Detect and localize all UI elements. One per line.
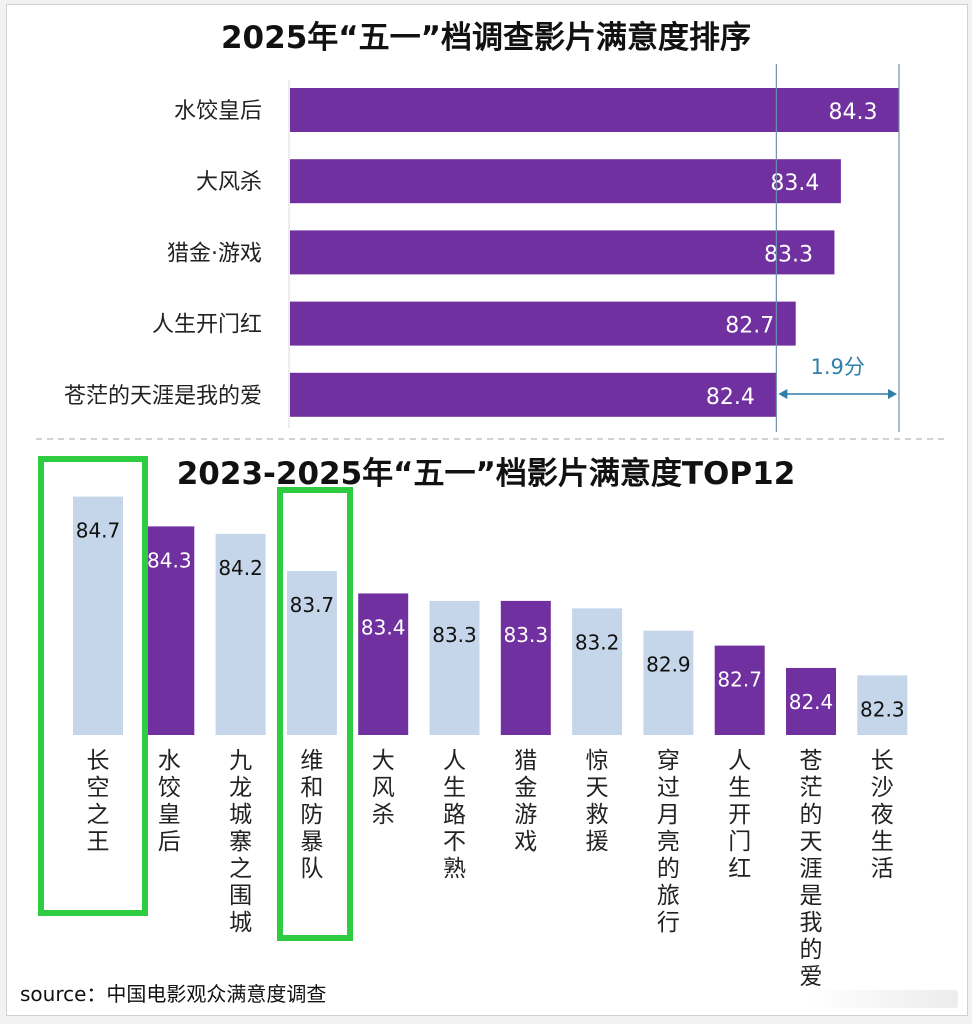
data-label: 83.4 — [361, 615, 406, 639]
bar-vertical — [73, 496, 123, 735]
bar-horizontal — [290, 230, 835, 275]
data-label: 82.3 — [860, 697, 905, 721]
category-label: 苍茫的天涯是我的爱 — [800, 748, 823, 990]
category-label: 长空之王 — [87, 748, 110, 855]
category-label: 大风杀 — [196, 170, 262, 195]
bar-horizontal — [290, 88, 899, 132]
category-label: 猎金游戏 — [514, 748, 537, 855]
bar-vertical — [714, 645, 765, 735]
arrow-head-right — [887, 389, 897, 399]
bar-horizontal — [290, 159, 841, 204]
data-label: 83.2 — [575, 630, 620, 654]
category-label: 人生路不熟 — [443, 748, 466, 882]
data-label: 82.4 — [789, 690, 834, 714]
category-label: 穿过月亮的旅行 — [657, 748, 680, 936]
bar-vertical — [215, 533, 266, 735]
difference-annotation: 1.9分 — [810, 355, 864, 379]
bar-vertical — [643, 630, 694, 735]
bar-horizontal — [290, 372, 777, 417]
bar-vertical — [429, 600, 480, 735]
bar-vertical — [572, 608, 623, 735]
data-label: 82.7 — [717, 668, 762, 692]
bar-vertical — [786, 667, 836, 735]
data-label: 84.3 — [829, 100, 878, 125]
highlight-box — [277, 487, 353, 941]
category-label: 人生开门红 — [152, 313, 262, 338]
bar-vertical — [144, 526, 195, 735]
chart-title-top: 2025年“五一”档调查影片满意度排序 — [220, 20, 752, 56]
bar-vertical — [857, 675, 908, 735]
category-label: 大风杀 — [372, 748, 395, 828]
highlight-box — [38, 456, 148, 916]
data-label: 82.7 — [725, 314, 774, 339]
category-label: 九龙城寨之围城 — [229, 748, 252, 936]
category-label: 人生开门红 — [728, 748, 751, 882]
category-label: 苍茫的天涯是我的爱 — [64, 384, 262, 409]
data-label: 84.3 — [147, 548, 192, 572]
source-note: source：中国电影观众满意度调查 — [20, 982, 327, 1006]
watermark — [808, 990, 958, 1008]
category-label: 猎金·游戏 — [167, 241, 262, 266]
bar-horizontal — [290, 301, 796, 346]
data-label: 83.3 — [764, 242, 813, 267]
data-label: 83.3 — [504, 623, 549, 647]
data-label: 84.7 — [76, 519, 121, 543]
bar-vertical — [286, 571, 337, 735]
data-label: 83.7 — [290, 593, 335, 617]
data-label: 83.4 — [770, 171, 819, 196]
bar-vertical — [358, 593, 409, 735]
data-label: 82.9 — [646, 653, 691, 677]
chart-title-bottom: 2023-2025年“五一”档影片满意度TOP12 — [176, 456, 796, 492]
arrow-head-left — [778, 389, 788, 399]
category-label: 长沙夜生活 — [871, 748, 894, 882]
category-label: 水饺皇后 — [174, 99, 262, 124]
category-label: 惊天救援 — [586, 748, 609, 855]
data-label: 83.3 — [432, 623, 477, 647]
category-label: 水饺皇后 — [158, 748, 181, 855]
data-label: 84.2 — [218, 556, 263, 580]
data-label: 82.4 — [706, 385, 755, 410]
category-label: 维和防暴队 — [300, 748, 323, 882]
bar-vertical — [500, 600, 551, 735]
